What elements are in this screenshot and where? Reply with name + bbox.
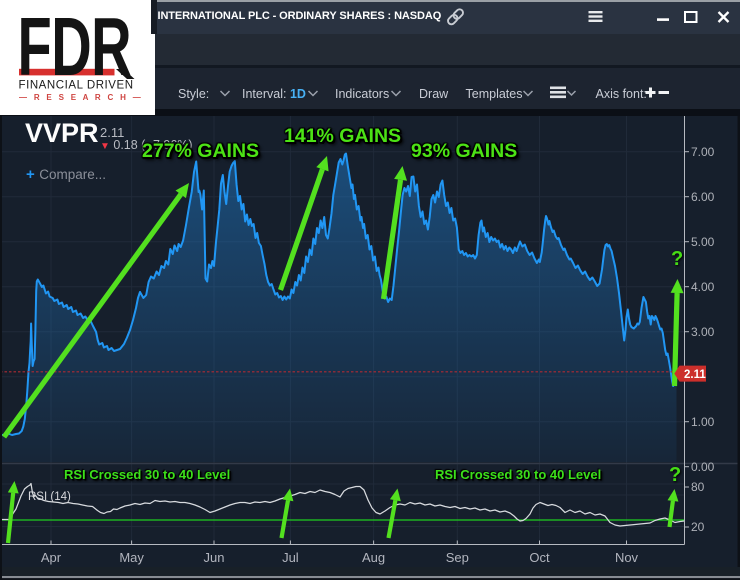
svg-text:FDR: FDR (18, 0, 132, 93)
svg-text:— R E S E A R C H —: — R E S E A R C H — (19, 93, 143, 102)
svg-text:2.11: 2.11 (684, 369, 706, 381)
svg-text:FINANCIAL DRIVEN: FINANCIAL DRIVEN (19, 80, 134, 92)
